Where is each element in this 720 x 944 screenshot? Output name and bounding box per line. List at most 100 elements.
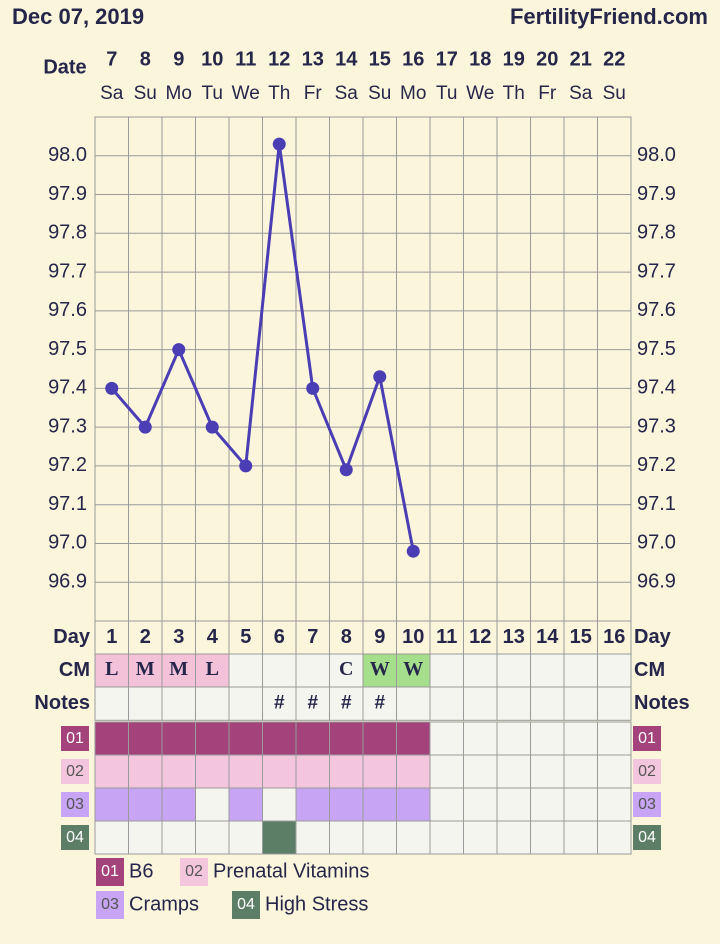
cm-value: M [136, 658, 155, 680]
cm-value: M [169, 658, 188, 680]
y-tick-label: 97.5 [48, 338, 87, 360]
cm-cell [161, 653, 196, 688]
cm-cell [463, 653, 498, 688]
marker-cell [429, 721, 464, 756]
row-label-right: Day [634, 626, 672, 648]
weekday-label: Mo [166, 83, 192, 104]
marker-cell [161, 721, 196, 756]
temperature-point [105, 381, 119, 395]
marker-code: 04 [66, 829, 84, 846]
notes-cell [530, 686, 565, 721]
marker-code: 04 [638, 829, 656, 846]
marker-cell [463, 721, 498, 756]
temperature-line [110, 143, 415, 552]
notes-cell [362, 686, 397, 721]
temperature-point [239, 459, 253, 473]
legend-swatch [96, 858, 124, 886]
cm-cell [295, 653, 330, 688]
weekday-label: Fr [304, 83, 323, 104]
marker-code-box [61, 792, 89, 817]
marker-cell [563, 820, 598, 855]
marker-code: 01 [638, 730, 656, 747]
cm-cell [362, 653, 397, 688]
cycle-day: 11 [436, 626, 457, 648]
weekday-label: Fr [538, 83, 557, 104]
cm-value: L [206, 658, 219, 680]
marker-cell [329, 721, 364, 756]
legend-swatch [96, 891, 124, 919]
y-tick-label-right: 96.9 [637, 571, 676, 593]
marker-cell [195, 787, 230, 822]
marker-code-box-right [633, 792, 661, 817]
temperature-point [172, 343, 186, 357]
marker-cell [496, 820, 531, 855]
row-label: CM [59, 659, 90, 681]
notes-cell [329, 686, 364, 721]
legend-swatch [232, 891, 260, 919]
day-cell [295, 620, 330, 655]
notes-cell [295, 686, 330, 721]
x-tick-label: 14 [335, 48, 358, 70]
y-tick-label: 98.0 [48, 144, 87, 166]
marker-cell [429, 754, 464, 789]
cycle-day: 8 [341, 626, 352, 648]
cm-cell [496, 653, 531, 688]
weekday-label: We [466, 83, 494, 104]
cycle-day: 5 [240, 626, 251, 648]
marker-cell [530, 820, 565, 855]
cm-cell [563, 653, 598, 688]
x-tick-label: 19 [503, 48, 525, 70]
cycle-day: 3 [173, 626, 184, 648]
marker-cell [396, 820, 431, 855]
day-cell [597, 620, 632, 655]
marker-cell [362, 787, 397, 822]
marker-cell [563, 754, 598, 789]
marker-cell [228, 787, 263, 822]
marker-cell [496, 754, 531, 789]
row-label: Notes [34, 692, 90, 714]
notes-cell [597, 686, 632, 721]
y-tick-label: 97.1 [48, 493, 87, 515]
note-mark: # [374, 693, 385, 714]
marker-cell [597, 820, 632, 855]
temperature-point [138, 420, 152, 434]
marker-cell [295, 820, 330, 855]
weekday-label: Sa [335, 83, 359, 104]
marker-cell [128, 820, 163, 855]
marker-cell [228, 820, 263, 855]
cm-cell [195, 653, 230, 688]
cycle-day: 9 [374, 626, 385, 648]
marker-code-box-right [633, 726, 661, 751]
notes-cell [195, 686, 230, 721]
marker-cell [362, 721, 397, 756]
cycle-day: 15 [570, 626, 592, 648]
row-label: Day [53, 626, 91, 648]
marker-cell [530, 787, 565, 822]
x-tick-label: 20 [536, 48, 558, 70]
site-name: FertilityFriend.com [510, 4, 708, 29]
cm-cell [329, 653, 364, 688]
y-tick-label: 97.9 [48, 183, 87, 205]
cycle-day: 1 [106, 626, 117, 648]
cycle-day: 7 [307, 626, 318, 648]
x-tick-label: 21 [570, 48, 592, 70]
marker-cell [262, 820, 297, 855]
legend-name: Cramps [129, 893, 199, 915]
weekday-label: Th [268, 83, 290, 104]
y-tick-label: 97.4 [48, 377, 87, 399]
marker-cell [295, 787, 330, 822]
row-label-right: CM [634, 659, 665, 681]
cm-cell [128, 653, 163, 688]
cm-value: C [339, 658, 353, 680]
x-tick-label: 22 [603, 48, 625, 70]
notes-cell [429, 686, 464, 721]
cycle-day: 14 [536, 626, 559, 648]
marker-code: 02 [66, 763, 84, 780]
marker-cell [597, 721, 632, 756]
weekday-label: Mo [400, 83, 426, 104]
cm-cell [262, 653, 297, 688]
legend-name: Prenatal Vitamins [213, 860, 369, 882]
day-cell [228, 620, 263, 655]
